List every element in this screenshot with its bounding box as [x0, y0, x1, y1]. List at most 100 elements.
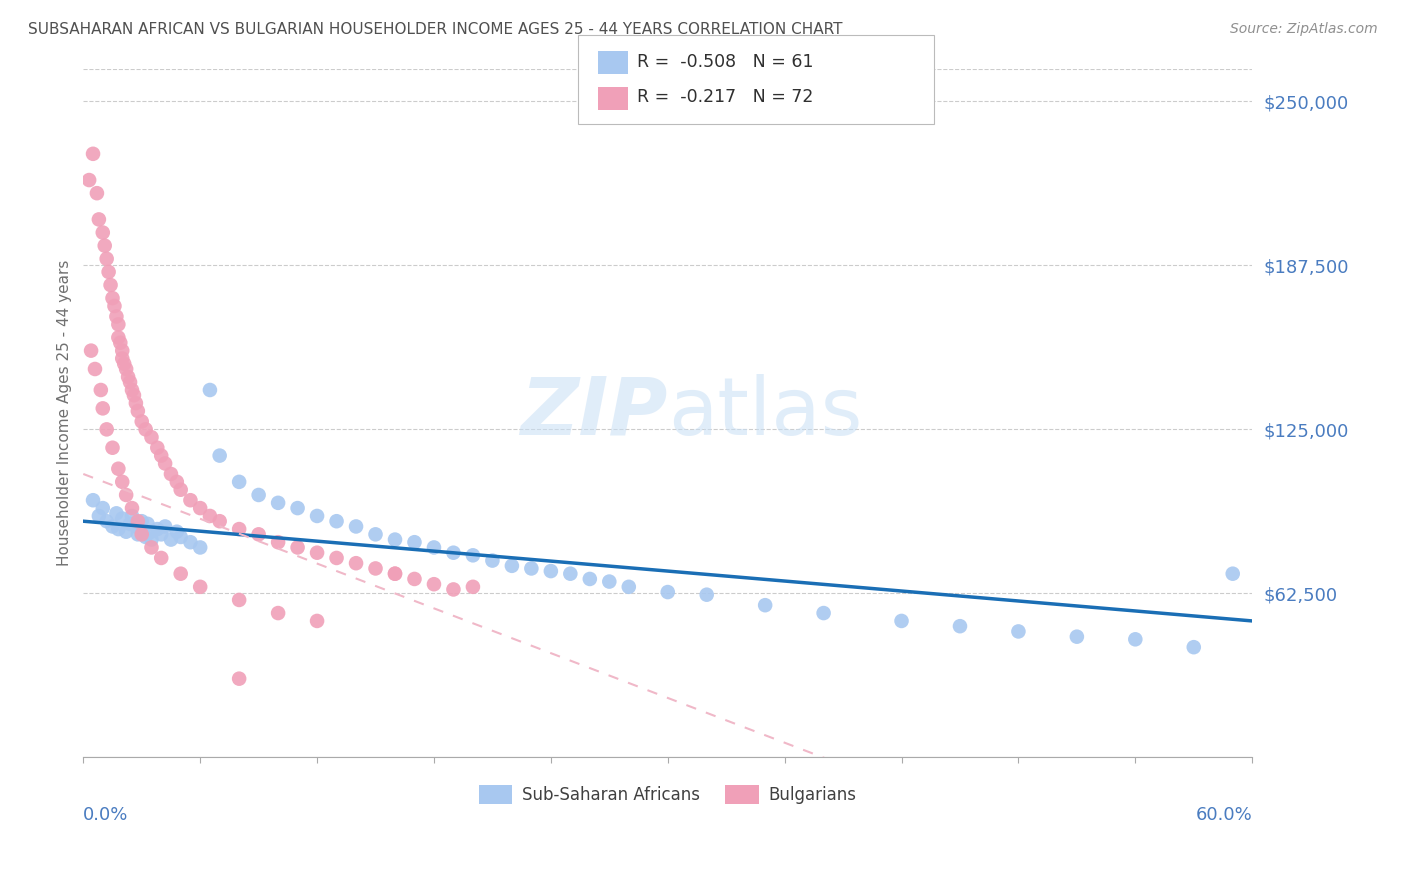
Point [1007, 624, 1029, 639]
Point [208, 514, 231, 528]
Point [82, 146, 104, 161]
Text: R =  -0.217   N = 72: R = -0.217 N = 72 [637, 88, 813, 106]
Point [1182, 640, 1205, 655]
Point [150, 551, 173, 566]
Point [1222, 566, 1244, 581]
Point [153, 457, 176, 471]
Point [127, 527, 149, 541]
Point [91, 501, 114, 516]
Point [443, 546, 465, 560]
Point [141, 524, 163, 539]
Point [122, 388, 145, 402]
Point [160, 533, 183, 547]
Point [208, 449, 231, 463]
Point [813, 606, 835, 620]
Point [461, 549, 484, 563]
Point [87, 212, 110, 227]
Point [247, 488, 270, 502]
Point [267, 535, 290, 549]
Point [131, 522, 153, 536]
Point [111, 511, 134, 525]
Point [404, 535, 426, 549]
Point [82, 493, 104, 508]
Text: R =  -0.508   N = 61: R = -0.508 N = 61 [637, 53, 814, 70]
Point [111, 475, 134, 489]
Point [101, 441, 124, 455]
Point [131, 514, 153, 528]
Point [560, 566, 582, 581]
Point [141, 533, 163, 547]
Point [121, 383, 143, 397]
Point [198, 508, 221, 523]
Point [423, 541, 446, 555]
Point [118, 375, 141, 389]
Point [170, 483, 193, 497]
Point [501, 558, 523, 573]
Point [77, 173, 100, 187]
Point [890, 614, 912, 628]
Point [131, 415, 153, 429]
Point [111, 351, 134, 366]
Point [121, 501, 143, 516]
Point [107, 318, 129, 332]
Point [617, 580, 640, 594]
Y-axis label: Householder Income Ages 25 - 44 years: Householder Income Ages 25 - 44 years [58, 260, 72, 566]
Text: ZIP: ZIP [520, 374, 668, 452]
Point [110, 335, 132, 350]
Point [754, 598, 776, 612]
Point [384, 566, 406, 581]
Point [287, 501, 309, 516]
Point [150, 449, 173, 463]
Point [115, 488, 138, 502]
Point [179, 493, 201, 508]
Point [267, 496, 290, 510]
Point [107, 330, 129, 344]
Point [443, 582, 465, 597]
Point [166, 475, 188, 489]
Point [146, 522, 169, 536]
Point [141, 430, 163, 444]
Point [136, 516, 159, 531]
Point [267, 606, 290, 620]
Point [97, 265, 120, 279]
Point [135, 530, 157, 544]
Point [131, 527, 153, 541]
Point [287, 541, 309, 555]
Point [481, 553, 503, 567]
Point [150, 527, 173, 541]
Point [105, 310, 128, 324]
Point [384, 533, 406, 547]
Point [579, 572, 602, 586]
Point [101, 519, 124, 533]
Point [188, 580, 211, 594]
Point [115, 524, 138, 539]
Point [307, 614, 329, 628]
Point [107, 461, 129, 475]
Point [125, 519, 148, 533]
Point [125, 396, 148, 410]
Point [166, 524, 188, 539]
Point [307, 508, 329, 523]
Point [344, 556, 367, 570]
Text: SUBSAHARAN AFRICAN VS BULGARIAN HOUSEHOLDER INCOME AGES 25 - 44 YEARS CORRELATIO: SUBSAHARAN AFRICAN VS BULGARIAN HOUSEHOL… [28, 22, 842, 37]
Point [103, 299, 125, 313]
Point [141, 541, 163, 555]
Point [307, 546, 329, 560]
Point [228, 672, 250, 686]
Point [96, 514, 118, 528]
Point [188, 541, 211, 555]
Point [384, 566, 406, 581]
Point [160, 467, 183, 481]
Point [118, 516, 141, 531]
Point [105, 506, 128, 520]
Point [1123, 632, 1146, 647]
Text: Source: ZipAtlas.com: Source: ZipAtlas.com [1230, 22, 1378, 37]
Point [91, 226, 114, 240]
Point [404, 572, 426, 586]
Point [127, 514, 149, 528]
Point [96, 252, 118, 266]
Point [93, 238, 115, 252]
Point [228, 522, 250, 536]
Text: 0.0%: 0.0% [83, 805, 129, 823]
Point [423, 577, 446, 591]
